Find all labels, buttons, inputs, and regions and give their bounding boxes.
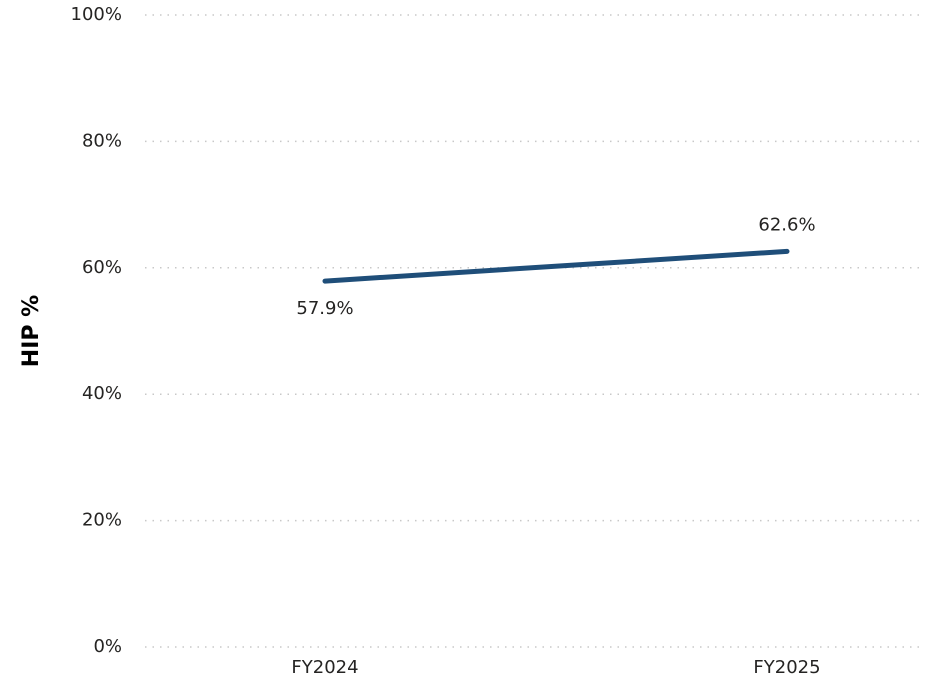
line [322, 248, 790, 284]
x-tick-label: FY2025 [753, 657, 820, 678]
y-axis-title: HIP % [19, 295, 44, 367]
y-tick-label: 60% [82, 257, 122, 278]
y-tick-label: 0% [93, 636, 122, 657]
x-tick-label: FY2024 [291, 657, 358, 678]
y-tick-label: 100% [71, 4, 122, 25]
data-label: 57.9% [296, 298, 353, 319]
y-tick-label: 80% [82, 130, 122, 151]
data-label: 62.6% [758, 214, 815, 235]
y-tick-label: 40% [82, 383, 122, 404]
y-tick-label: 20% [82, 510, 122, 531]
